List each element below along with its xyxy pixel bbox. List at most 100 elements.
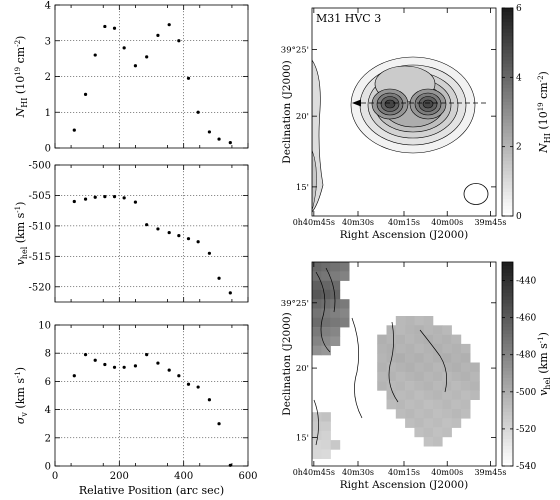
ylabel-main: N bbox=[14, 107, 27, 118]
colorbar-step bbox=[502, 367, 513, 372]
velocity-pixel bbox=[451, 418, 462, 428]
colorbar-step bbox=[502, 340, 513, 344]
velocity-pixel bbox=[451, 362, 462, 373]
velocity-pixel bbox=[405, 409, 415, 419]
data-point bbox=[122, 196, 126, 200]
velocity-pixel bbox=[433, 343, 443, 354]
colorbar-step bbox=[502, 60, 513, 64]
velocity-pixel bbox=[423, 409, 434, 419]
velocity-pixel bbox=[423, 334, 434, 345]
data-point bbox=[103, 24, 107, 29]
colorbar-step bbox=[502, 398, 513, 402]
y-tick-label: -505 bbox=[29, 191, 51, 202]
colorbar-step bbox=[502, 313, 513, 317]
y-tick-label: 2 bbox=[45, 72, 51, 83]
y-tick-label: -520 bbox=[29, 282, 51, 293]
velocity-pixel bbox=[405, 325, 415, 335]
colorbar-step bbox=[502, 136, 513, 141]
colorbar-frame bbox=[501, 261, 514, 467]
colorbar-step bbox=[502, 46, 513, 50]
dec-tick-label: 39°25' bbox=[281, 299, 309, 309]
velocity-pixel bbox=[386, 371, 397, 382]
velocity-pixel bbox=[442, 381, 452, 391]
velocity-pixel bbox=[414, 418, 424, 428]
y-tick-label: -500 bbox=[29, 161, 51, 172]
data-point bbox=[196, 110, 200, 114]
colorbar-step bbox=[502, 209, 513, 213]
velocity-pixel bbox=[321, 280, 331, 291]
velocity-pixel bbox=[470, 390, 480, 400]
ra-tick-label: 40m15s bbox=[388, 218, 420, 227]
colorbar-tick-label: 4 bbox=[516, 73, 522, 83]
velocity-pixel bbox=[442, 418, 452, 428]
velocity-pixel bbox=[442, 353, 452, 363]
colorbar-step bbox=[502, 73, 513, 78]
colorbar: 0 2 4 6 NHI (1019 cm-2) bbox=[501, 4, 552, 222]
ra-tick-label: 40m00s bbox=[431, 218, 463, 227]
dec-tick-label: 15' bbox=[296, 433, 309, 443]
velocity-pixel bbox=[414, 399, 424, 410]
data-point bbox=[167, 368, 171, 372]
velocity-field-map: 0h40m45s 40m30s 40m15s 40m00s 39m45s 39°25' 20… bbox=[281, 261, 552, 491]
ylabel-sub: HI bbox=[20, 98, 29, 108]
colorbar-tick-label: -500 bbox=[516, 388, 536, 398]
map-title: M31 HVC 3 bbox=[316, 12, 381, 25]
colorbar-step bbox=[502, 115, 513, 120]
y-tick-label: 0 bbox=[45, 462, 51, 473]
colorbar-step bbox=[502, 272, 513, 276]
data-point bbox=[207, 251, 211, 255]
velocity-pixel bbox=[395, 362, 406, 373]
cb-label-sub: hel bbox=[543, 377, 552, 390]
velocity-pixel bbox=[339, 317, 350, 328]
colorbar-step bbox=[502, 418, 513, 423]
velocity-pixel bbox=[321, 289, 331, 300]
colorbar-step bbox=[502, 452, 513, 457]
colorbar-step bbox=[502, 56, 513, 61]
colorbar: -440 -460 -480 -500 -520 -540 vhel (km s-1) bbox=[501, 261, 552, 472]
data-point bbox=[93, 53, 97, 57]
colorbar-tick-label: -460 bbox=[516, 314, 536, 324]
velocity-pixel bbox=[414, 371, 424, 382]
ylabel-sub: v bbox=[20, 412, 29, 418]
velocity-pixel bbox=[414, 390, 424, 400]
colorbar-step bbox=[502, 105, 513, 109]
colorbar-step bbox=[502, 181, 513, 186]
colorbar-step bbox=[502, 125, 513, 130]
velocity-pixel bbox=[339, 308, 350, 319]
velocity-pixel bbox=[377, 381, 387, 391]
ylabel-rest: (10 bbox=[14, 76, 27, 98]
map-frame bbox=[311, 7, 497, 217]
velocity-pixel bbox=[405, 371, 415, 382]
ylabel-unit-exp: -2 bbox=[14, 40, 22, 47]
velocity-pixel bbox=[405, 316, 415, 326]
profile-panel-2: -520 -515 -510 -505 -500 vhel (km s-1) bbox=[14, 161, 249, 303]
velocity-pixel bbox=[321, 449, 331, 459]
velocity-pixel bbox=[433, 436, 443, 447]
colorbar-step bbox=[502, 14, 513, 19]
velocity-pixel bbox=[330, 317, 341, 328]
velocity-pixel bbox=[386, 390, 397, 400]
colorbar-step bbox=[502, 302, 513, 307]
colorbar-step bbox=[502, 428, 513, 433]
colorbar-step bbox=[502, 18, 513, 23]
y-tick-label: 8 bbox=[45, 349, 51, 360]
colorbar-step bbox=[502, 347, 513, 351]
profile-panel-1: 0 1 2 3 4 NHI (1019 cm-2) bbox=[14, 1, 249, 155]
data-point bbox=[207, 130, 211, 134]
colorbar-step bbox=[502, 384, 513, 389]
velocity-contour bbox=[315, 271, 331, 353]
colorbar-step bbox=[502, 8, 513, 12]
velocity-pixel bbox=[442, 325, 452, 335]
velocity-pixel bbox=[312, 308, 322, 319]
colorbar-step bbox=[502, 63, 513, 68]
colorbar-step bbox=[502, 316, 513, 321]
y-tick-label: 6 bbox=[45, 377, 51, 388]
velocity-pixel bbox=[377, 353, 387, 363]
colorbar-step bbox=[502, 289, 513, 293]
velocity-pixel bbox=[312, 336, 322, 346]
ylabel-rest: (km s bbox=[14, 212, 27, 246]
y-tick-label: 4 bbox=[45, 405, 51, 416]
colorbar-step bbox=[502, 330, 513, 334]
cb-label-main: v bbox=[537, 389, 550, 396]
